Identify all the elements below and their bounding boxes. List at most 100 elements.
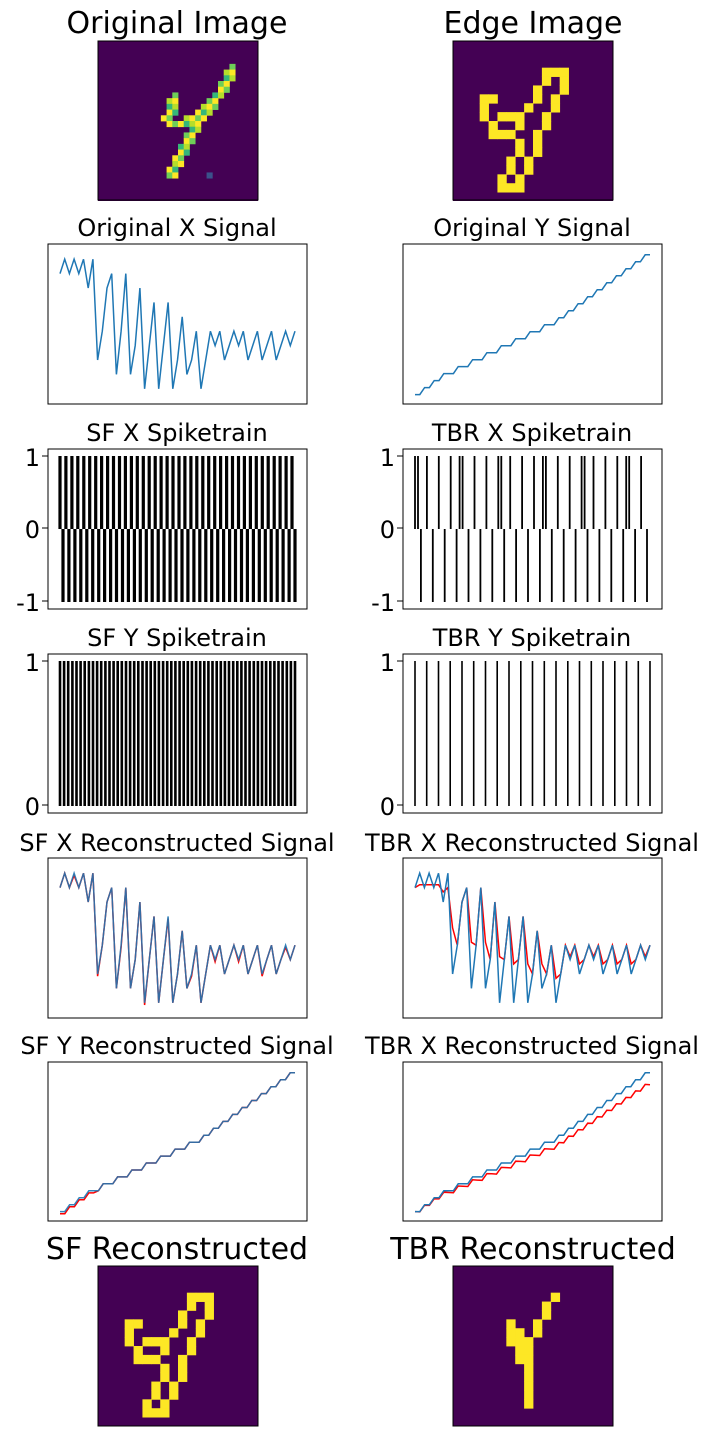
tbr-x-spike: [604, 456, 607, 529]
edge-image-pixel: [488, 129, 498, 140]
edge-image-pixel: [506, 112, 516, 122]
tbr-x-spike: [417, 456, 419, 529]
sf-x-spike: [144, 529, 148, 602]
tbr-recon-image-pixel: [515, 1354, 525, 1365]
edge-image-background: [453, 41, 613, 201]
sf-x-spike-axes: [47, 448, 308, 610]
sf-x-spike: [82, 456, 86, 529]
sf-x-spike: [138, 529, 142, 602]
edge-image-pixel: [488, 94, 498, 104]
sf-x-spike: [153, 456, 157, 529]
sf-y-spike: [149, 661, 152, 806]
sf-x-spike: [88, 456, 92, 529]
sf-recon-image-pixel: [178, 1363, 188, 1374]
sf-x-spike: [159, 456, 163, 529]
sf-x-spike: [165, 456, 169, 529]
original-image-pixel: [229, 69, 236, 76]
original-image-pixel: [172, 166, 179, 173]
sf-y-spike: [194, 661, 198, 806]
sf-y-spike: [108, 661, 111, 806]
original-image-pixel: [200, 109, 207, 116]
sf-x-spike: [230, 456, 235, 529]
sf-y-spike: [132, 661, 136, 806]
edge-image-pixel: [479, 112, 489, 122]
sf-x-tick-1: 1: [25, 444, 40, 472]
sf-x-spike: [242, 456, 246, 529]
tbr-x-spike: [437, 456, 440, 529]
sf-recon-image-pixel: [133, 1319, 143, 1329]
tbr-x-spike: [628, 456, 631, 529]
sf-recon-image-pixel: [124, 1337, 134, 1347]
sf-x-spike: [97, 529, 101, 602]
sf-x-spike: [120, 529, 125, 602]
sf-recon-image-pixel: [178, 1372, 188, 1382]
sf-y-spike: [170, 661, 173, 806]
sf-y-spike: [281, 661, 284, 806]
original-image-pixel: [200, 115, 207, 122]
panel-sf-y-reconstructed: SF Y Reconstructed Signal: [20, 1032, 334, 1222]
sf-y-spike: [137, 661, 140, 806]
sf-recon-image-pixel: [133, 1346, 143, 1356]
sf-y-spike: [215, 661, 218, 806]
tbr-x-spike: [485, 456, 488, 529]
tbr-recon-image-pixel: [524, 1390, 534, 1400]
sf-y-spike: [165, 661, 169, 806]
sf-y-spike: [145, 661, 148, 806]
tbr-y-spike: [508, 661, 510, 806]
sf-y-recon-axes: [47, 1061, 308, 1222]
tbr-y-recon-blue-line: [415, 1072, 650, 1213]
tbr-x-recon-blue-line: [414, 870, 651, 1003]
sf-x-spike: [251, 529, 255, 602]
edge-image-pixel: [533, 138, 543, 149]
tbr-recon-image-pixel: [533, 1328, 543, 1338]
original-y-title: Original Y Signal: [433, 214, 631, 242]
sf-y-spike: [285, 661, 289, 806]
tbr-x-spike: [610, 529, 613, 602]
tbr-x-spike: [562, 529, 565, 602]
tbr-x-spikes: [414, 456, 648, 602]
sf-recon-image-pixel: [151, 1381, 161, 1391]
sf-y-spike: [211, 661, 214, 806]
tbr-recon-image-pixel: [524, 1363, 534, 1374]
sf-y-tick-1: 1: [25, 649, 40, 677]
tbr-x-recon-axes: [402, 857, 663, 1019]
sf-recon-image-title: SF Reconstructed: [46, 1232, 308, 1267]
original-image-pixel: [183, 115, 190, 122]
sf-recon-image-pixel: [151, 1354, 161, 1365]
panel-tbr-x-reconstructed: TBR X Reconstructed Signal: [364, 829, 699, 1019]
original-image-pixel: [218, 86, 225, 93]
tbr-x-spike: [556, 456, 559, 529]
sf-y-spike: [95, 661, 99, 806]
edge-image-pixel: [488, 121, 498, 131]
sf-x-spike: [117, 456, 122, 529]
sf-x-spike: [183, 456, 187, 529]
tbr-x-spike: [568, 456, 571, 529]
edge-image-pixel: [533, 85, 543, 95]
tbr-y-spike: [437, 661, 440, 806]
tbr-x-spike: [431, 529, 434, 602]
sf-x-spike: [177, 456, 181, 529]
tbr-x-spike: [592, 456, 595, 529]
sf-y-spike: [260, 661, 264, 806]
tbr-x-spike: [420, 529, 422, 602]
sf-y-spike: [244, 661, 247, 806]
tbr-y-spike: [531, 661, 534, 806]
panel-sf-reconstructed-image: SF Reconstructed: [46, 1232, 308, 1427]
sf-recon-image-pixel: [186, 1292, 197, 1302]
sf-recon-image-pixel: [160, 1363, 170, 1374]
original-image-pixel: [166, 172, 173, 179]
sf-recon-image-pixel: [124, 1328, 134, 1338]
edge-image-pixel: [479, 103, 489, 113]
edge-image-title: Edge Image: [444, 6, 623, 41]
sf-recon-image-pixel: [186, 1337, 197, 1347]
tbr-x-spike: [646, 529, 648, 602]
panel-edge-image: Edge Image: [444, 6, 623, 201]
sf-x-spike: [100, 456, 104, 529]
original-image-title: Original Image: [67, 6, 288, 41]
edge-image-pixel: [515, 121, 525, 131]
tbr-recon-image-title: TBR Reconstructed: [389, 1232, 676, 1267]
tbr-y-spike: [637, 661, 640, 806]
sf-x-spike: [73, 529, 77, 602]
sf-x-recon-title: SF X Reconstructed Signal: [19, 829, 334, 857]
sf-y-spike: [124, 661, 128, 806]
